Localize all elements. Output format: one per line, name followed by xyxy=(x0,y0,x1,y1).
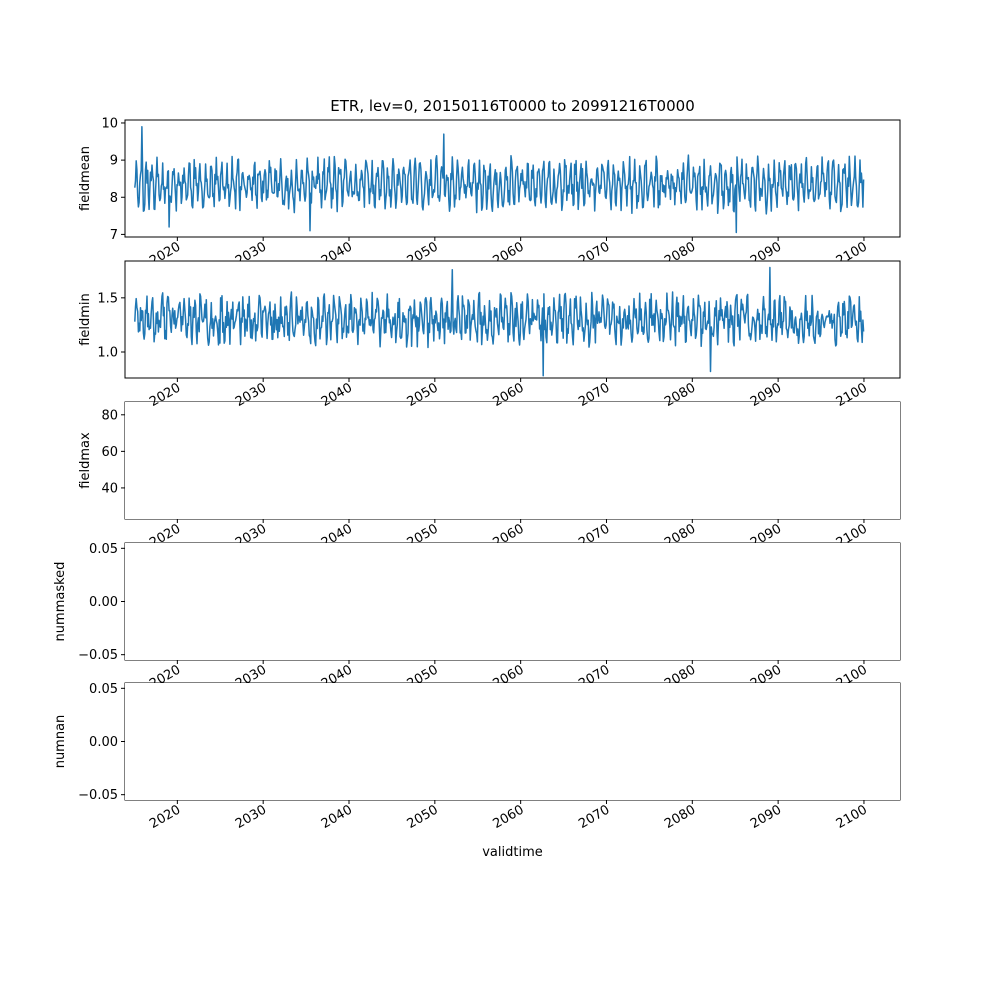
fieldmean-axes-frame xyxy=(124,119,901,238)
numnan-xtick-label: 2030 xyxy=(233,802,269,832)
fieldmin-series-line xyxy=(134,266,865,377)
fieldmean-ytick-label: 10 xyxy=(101,116,118,131)
numnan-xtick-label: 2070 xyxy=(576,802,612,832)
fieldmin-y-axis-label: fieldmin xyxy=(78,293,93,346)
axes-background xyxy=(125,543,900,660)
fieldmin-ytick-label: 1.0 xyxy=(97,346,118,361)
numnan-xtick-label: 2060 xyxy=(490,802,526,832)
panels: 7 8 9 10 2020 2030 2040 2050 2060 2070 2080 2090 210… xyxy=(53,116,901,832)
fieldmin-ytick-label: 1.5 xyxy=(97,291,118,306)
fieldmean-ytick-label: 7 xyxy=(110,228,118,243)
numnan-xtick-label: 2100 xyxy=(834,802,870,832)
axes-background xyxy=(125,683,900,800)
fieldmax-ytick-label: 80 xyxy=(101,408,118,423)
fieldmax-ytick-label: 40 xyxy=(101,481,118,496)
fieldmean-series-line xyxy=(134,125,865,234)
numnan-xtick-label: 2020 xyxy=(147,802,183,832)
fieldmean-ytick-label: 8 xyxy=(110,191,118,206)
x-axis-label: validtime xyxy=(482,845,543,860)
nummasked-ytick-label: −0.05 xyxy=(78,648,118,663)
fieldmean-ytick-label: 9 xyxy=(110,154,118,169)
numnan-ytick-label: 0.00 xyxy=(89,735,118,750)
fieldmin-axes-frame xyxy=(124,260,901,379)
fieldmax-y-axis-label: fieldmax xyxy=(78,432,93,489)
numnan-xtick-label: 2080 xyxy=(662,802,698,832)
fieldmean-y-axis-label: fieldmean xyxy=(78,146,93,211)
numnan-xtick-label: 2090 xyxy=(748,802,784,832)
numnan-ytick-label: −0.05 xyxy=(78,788,118,803)
axes-background xyxy=(125,402,900,519)
numnan-xtick-label: 2050 xyxy=(405,802,441,832)
numnan-xtick-label: 2040 xyxy=(319,802,355,832)
chart-title: ETR, lev=0, 20150116T0000 to 20991216T00… xyxy=(330,97,694,115)
numnan-y-axis-label: numnan xyxy=(53,715,68,769)
numnan-ytick-label: 0.05 xyxy=(89,682,118,697)
nummasked-ytick-label: 0.05 xyxy=(89,542,118,557)
nummasked-ytick-label: 0.00 xyxy=(89,595,118,610)
nummasked-y-axis-label: nummasked xyxy=(53,562,68,642)
fieldmax-ytick-label: 60 xyxy=(101,445,118,460)
